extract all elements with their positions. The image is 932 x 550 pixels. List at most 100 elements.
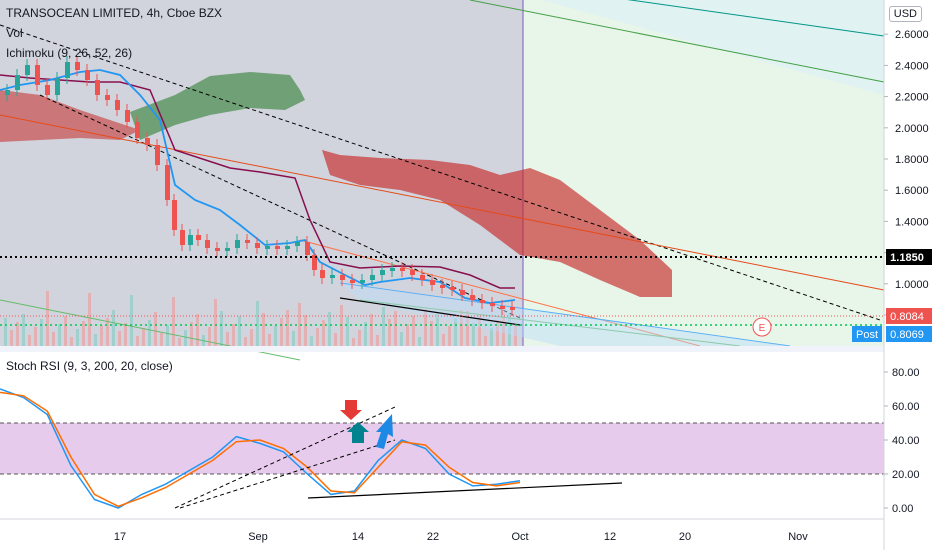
volume-bar bbox=[76, 329, 79, 346]
volume-bar bbox=[190, 322, 193, 346]
price-tick-label: 2.2000 bbox=[895, 92, 929, 104]
earnings-marker-circle bbox=[752, 317, 772, 337]
candle-body bbox=[180, 230, 185, 245]
volume-bar bbox=[112, 310, 115, 346]
candle-body bbox=[265, 246, 270, 249]
candle-body bbox=[380, 270, 385, 275]
candle-body bbox=[460, 290, 465, 295]
volume-bar bbox=[268, 334, 271, 346]
bullish-arrow-icon bbox=[376, 414, 393, 449]
channel-line-1 bbox=[627, 0, 885, 37]
currency-button[interactable]: USD bbox=[888, 6, 922, 22]
time-axis-label: Oct bbox=[511, 531, 528, 543]
volume-bar bbox=[226, 332, 229, 346]
time-axis-label: 12 bbox=[604, 531, 616, 543]
candle-body bbox=[105, 95, 110, 100]
volume-bar bbox=[364, 322, 367, 346]
volume-bar bbox=[394, 311, 397, 346]
candle-body bbox=[320, 270, 325, 278]
candle-body bbox=[165, 165, 170, 200]
volume-indicator-label[interactable]: Vol bbox=[6, 26, 23, 40]
volume-bar bbox=[400, 332, 403, 346]
volume-bar bbox=[88, 293, 91, 346]
volume-bar bbox=[424, 309, 427, 346]
candle-body bbox=[350, 280, 355, 283]
candle-body bbox=[75, 62, 80, 70]
volume-bar bbox=[454, 318, 457, 346]
candle-body bbox=[390, 268, 395, 271]
rsi-tick-label: 80.00 bbox=[892, 367, 920, 379]
volume-bar bbox=[358, 330, 361, 346]
volume-bar bbox=[4, 318, 7, 346]
candle-body bbox=[430, 280, 435, 285]
time-axis-label: 17 bbox=[114, 531, 126, 543]
time-axis-label: Sep bbox=[248, 531, 268, 543]
volume-bar bbox=[148, 320, 151, 346]
candle-body bbox=[450, 287, 455, 290]
price-tick-label: 2.4000 bbox=[895, 60, 929, 72]
volume-bar bbox=[286, 310, 289, 346]
rsi-trendline-lower bbox=[179, 439, 396, 509]
candle-body bbox=[95, 80, 100, 95]
volume-bar bbox=[100, 326, 103, 346]
candle-body bbox=[400, 268, 405, 271]
price-axis-bg bbox=[884, 0, 932, 550]
candle-body bbox=[25, 65, 30, 75]
volume-bar bbox=[412, 316, 415, 346]
price-tick-label: 2.6000 bbox=[895, 29, 929, 41]
ichimoku-indicator-label[interactable]: Ichimoku (9, 26, 52, 26) bbox=[6, 46, 133, 60]
candle-body bbox=[275, 246, 280, 249]
rsi-tick-label: 60.00 bbox=[892, 401, 920, 413]
volume-bar bbox=[328, 312, 331, 346]
volume-bar bbox=[382, 307, 385, 346]
volume-bar bbox=[232, 324, 235, 346]
volume-bar bbox=[34, 327, 37, 346]
volume-bar bbox=[94, 334, 97, 346]
green-channel-line-2 bbox=[359, 299, 741, 347]
ichimoku-cloud-bear bbox=[322, 150, 672, 297]
volume-bar bbox=[274, 326, 277, 346]
candle-body bbox=[125, 110, 130, 122]
ichimoku-conversion-line bbox=[0, 69, 516, 304]
volume-bar bbox=[238, 316, 241, 346]
volume-bar bbox=[136, 336, 139, 346]
volume-bar bbox=[472, 323, 475, 346]
volume-bar bbox=[442, 334, 445, 346]
volume-bar bbox=[244, 337, 247, 346]
candle-body bbox=[490, 303, 495, 306]
volume-bar bbox=[166, 325, 169, 346]
volume-bar bbox=[82, 321, 85, 346]
time-axis-label: 14 bbox=[352, 531, 364, 543]
candle-body bbox=[305, 242, 310, 255]
stoch-rsi-indicator-label[interactable]: Stoch RSI (9, 3, 200, 20, close) bbox=[6, 359, 173, 373]
candle-body bbox=[65, 62, 70, 78]
volume-bar bbox=[124, 323, 127, 346]
ichimoku-cloud-bear-left bbox=[0, 90, 140, 142]
volume-bar bbox=[208, 327, 211, 346]
volume-bar bbox=[154, 312, 157, 346]
candle-body bbox=[155, 145, 160, 165]
candle-body bbox=[370, 275, 375, 280]
volume-bar bbox=[52, 332, 55, 346]
key-level-value: 1.1850 bbox=[890, 252, 924, 264]
candle-body bbox=[410, 270, 415, 275]
volume-bar bbox=[106, 318, 109, 346]
candle-body bbox=[85, 70, 90, 80]
volume-bar bbox=[262, 313, 265, 346]
channel-line-2 bbox=[469, 0, 885, 83]
volume-bar bbox=[376, 335, 379, 346]
time-axis-label: 22 bbox=[427, 531, 439, 543]
volume-bar bbox=[388, 319, 391, 346]
volume-bar bbox=[490, 328, 493, 346]
volume-bar bbox=[316, 328, 319, 346]
buy-arrow-icon bbox=[347, 422, 369, 443]
volume-bar bbox=[484, 336, 487, 346]
volume-bar bbox=[304, 315, 307, 346]
blue-channel-line-1 bbox=[339, 282, 791, 347]
candle-body bbox=[196, 235, 201, 240]
volume-bar bbox=[22, 314, 25, 346]
volume-bar bbox=[436, 313, 439, 346]
post-price-badge bbox=[886, 326, 932, 342]
